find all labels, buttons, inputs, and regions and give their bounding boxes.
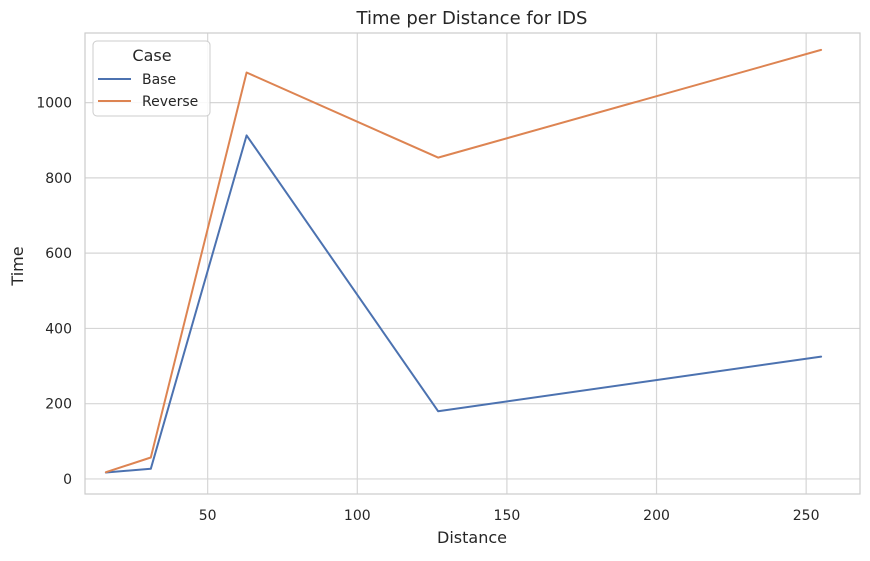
legend-label-base: Base — [142, 72, 176, 88]
series-lines — [104, 48, 823, 474]
y-tick-label: 600 — [45, 246, 72, 262]
legend-items: Base Reverse — [98, 72, 198, 110]
series-line-base — [104, 134, 823, 474]
series-line-reverse — [104, 48, 823, 474]
x-tick-labels: 50 100 150 200 250 — [199, 508, 820, 524]
x-tick-label: 150 — [494, 508, 521, 524]
legend-title: Case — [132, 46, 171, 65]
plot-frame — [84, 32, 861, 495]
y-tick-label: 1000 — [36, 96, 72, 112]
grid-lines — [85, 33, 860, 494]
legend-box — [92, 40, 211, 117]
x-tick-label: 250 — [793, 508, 820, 524]
y-tick-label: 200 — [45, 397, 72, 413]
y-tick-label: 400 — [45, 321, 72, 337]
legend: Case Base Reverse — [92, 40, 211, 117]
x-axis-label: Distance — [437, 528, 507, 547]
x-tick-label: 50 — [199, 508, 217, 524]
x-tick-label: 200 — [643, 508, 670, 524]
legend-label-reverse: Reverse — [142, 94, 198, 110]
x-tick-label: 100 — [344, 508, 371, 524]
y-axis-label: Time — [8, 246, 27, 286]
y-tick-labels: 0 200 400 600 800 1000 — [36, 96, 72, 488]
y-tick-label: 800 — [45, 171, 72, 187]
chart-title: Time per Distance for IDS — [356, 8, 588, 29]
y-tick-label: 0 — [63, 472, 72, 488]
